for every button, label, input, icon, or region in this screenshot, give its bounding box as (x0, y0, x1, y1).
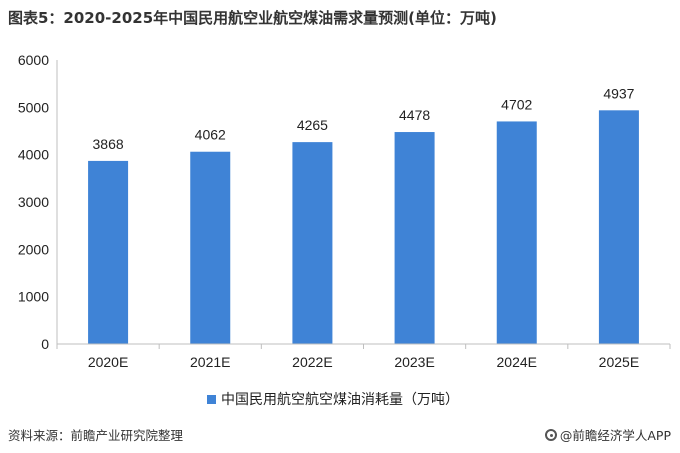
x-tick-label: 2020E (88, 354, 128, 370)
x-tick-label: 2021E (190, 354, 230, 370)
x-axis: 2020E 2021E 2022E 2023E 2024E 2025E (56, 343, 671, 370)
y-tick-label: 0 (41, 336, 49, 352)
data-label: 4062 (195, 127, 226, 143)
y-tick-label: 1000 (18, 289, 49, 305)
legend: 中国民用航空航空煤油消耗量（万吨） (207, 389, 459, 409)
x-tick-label: 2024E (497, 354, 537, 370)
bar (496, 121, 537, 345)
x-tick-label: 2022E (292, 354, 332, 370)
brand-credit: @前瞻经济学人APP (544, 425, 671, 444)
data-label: 4265 (297, 117, 328, 133)
y-axis: 0 1000 2000 3000 4000 5000 6000 (18, 52, 58, 352)
bar (598, 110, 639, 344)
y-tick-label: 2000 (18, 241, 49, 257)
data-label: 4937 (603, 85, 634, 101)
bar (394, 132, 435, 344)
legend-label: 中国民用航空航空煤油消耗量（万吨） (221, 392, 459, 408)
y-tick-label: 4000 (18, 147, 49, 163)
x-tick-label: 2025E (599, 354, 639, 370)
y-tick-label: 3000 (18, 194, 49, 210)
data-label: 4702 (501, 96, 532, 112)
x-tick-label: 2023E (394, 354, 434, 370)
bars (88, 110, 639, 345)
brand-logo-icon (544, 428, 557, 441)
brand-text: @前瞻经济学人APP (559, 428, 671, 443)
data-label: 3868 (93, 136, 124, 152)
bar (292, 142, 333, 344)
y-tick-label: 5000 (18, 99, 49, 115)
bar (88, 160, 129, 344)
source-note: 资料来源：前瞻产业研究院整理 (8, 428, 184, 443)
bar (190, 151, 231, 344)
data-labels: 3868 4062 4265 4478 4702 4937 (93, 85, 635, 152)
y-tick-label: 6000 (18, 52, 49, 68)
data-label: 4478 (399, 107, 430, 123)
chart-title: 图表5：2020-2025年中国民用航空业航空煤油需求量预测(单位：万吨) (8, 9, 497, 27)
legend-swatch (207, 394, 216, 404)
